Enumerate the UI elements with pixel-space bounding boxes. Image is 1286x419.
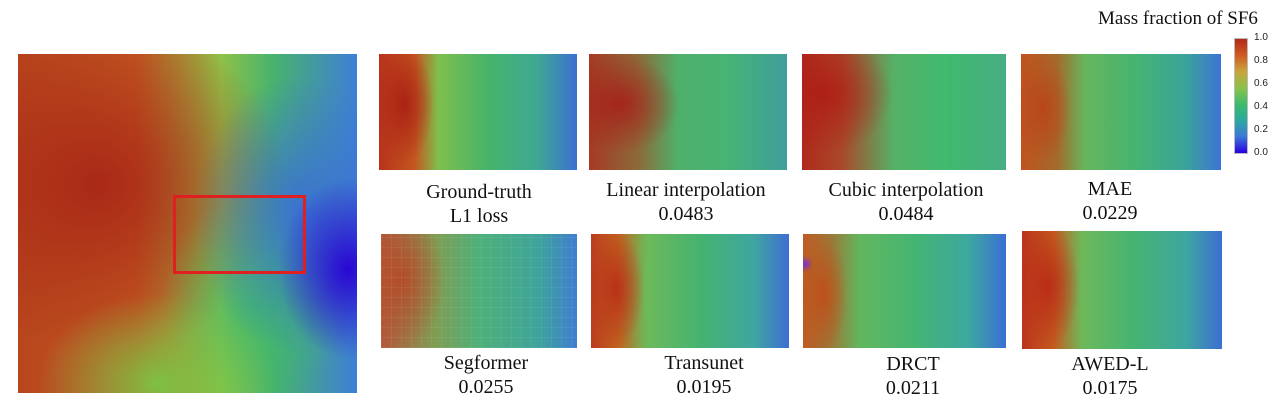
caption-segformer-value: 0.0255 [458, 376, 514, 398]
highlight-box [173, 195, 306, 274]
caption-ground-truth-metric-label: L1 loss [449, 205, 509, 227]
transunet-field-image [591, 234, 789, 348]
caption-segformer-title: Segformer [443, 352, 529, 374]
caption-linear-interpolation-value: 0.0483 [658, 203, 714, 225]
colorbar-tick: 0.4 [1254, 101, 1268, 112]
caption-linear-interpolation-title: Linear interpolation [606, 179, 766, 201]
caption-drct-title: DRCT [886, 353, 940, 375]
caption-linear-interpolation: Linear interpolation 0.0483 [566, 178, 806, 226]
colorbar-tick: 0.2 [1254, 124, 1268, 135]
caption-drct: DRCT 0.0211 [793, 352, 1033, 400]
caption-awed-l-title: AWED-L [1071, 353, 1149, 375]
caption-transunet-title: Transunet [664, 352, 744, 374]
caption-cubic-interpolation-value: 0.0484 [878, 203, 934, 225]
caption-transunet: Transunet 0.0195 [584, 351, 824, 399]
caption-mae-title: MAE [1087, 178, 1133, 200]
colorbar-title: Mass fraction of SF6 [1098, 8, 1258, 29]
caption-segformer: Segformer 0.0255 [366, 351, 606, 399]
caption-cubic-interpolation: Cubic interpolation 0.0484 [786, 178, 1026, 226]
caption-drct-value: 0.0211 [885, 377, 941, 399]
caption-mae-value: 0.0229 [1082, 202, 1138, 224]
colorbar-tick: 0.8 [1254, 55, 1268, 66]
ground-truth-field-image [379, 54, 577, 170]
caption-awed-l: AWED-L 0.0175 [990, 352, 1230, 400]
colorbar-gradient [1234, 38, 1248, 154]
segformer-field-image [381, 234, 577, 348]
caption-awed-l-value: 0.0175 [1082, 377, 1138, 399]
drct-field-image [803, 234, 1006, 348]
overview-field-image [18, 54, 357, 393]
caption-mae: MAE 0.0229 [990, 177, 1230, 225]
caption-ground-truth: Ground-truth L1 loss [359, 180, 599, 228]
caption-transunet-value: 0.0195 [676, 376, 732, 398]
caption-ground-truth-title: Ground-truth [426, 181, 532, 203]
colorbar-tick: 0.0 [1254, 147, 1268, 158]
linear-interpolation-field-image [589, 54, 787, 170]
mae-field-image [1021, 54, 1221, 170]
caption-cubic-interpolation-title: Cubic interpolation [828, 179, 984, 201]
cubic-interpolation-field-image [802, 54, 1006, 170]
colorbar-tick: 0.6 [1254, 78, 1268, 89]
colorbar-tick: 1.0 [1254, 32, 1268, 43]
awed-l-field-image [1022, 231, 1222, 349]
